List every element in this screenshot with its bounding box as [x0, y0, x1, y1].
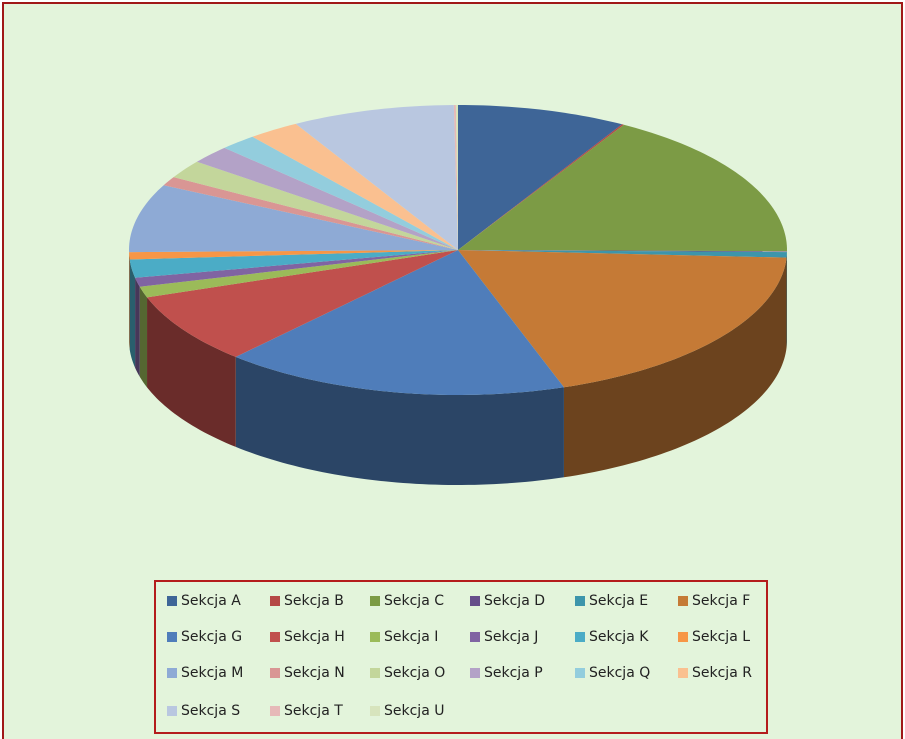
legend-label: Sekcja B [284, 593, 344, 609]
slice [147, 250, 458, 357]
slice-side [147, 297, 236, 447]
slice [129, 185, 458, 253]
legend-label: Sekcja K [589, 629, 649, 645]
legend-label: Sekcja A [181, 593, 241, 609]
legend-swatch [167, 596, 177, 606]
slice [135, 250, 458, 287]
slice-side [139, 286, 148, 388]
legend-label: Sekcja D [484, 593, 545, 609]
slice [458, 250, 787, 253]
legend: Sekcja A Sekcja B Sekcja C Sekcja D Sekcja E… [167, 593, 752, 719]
slice [458, 124, 624, 250]
legend-swatch [167, 668, 177, 678]
slice [196, 147, 458, 250]
legend-label: Sekcja C [384, 593, 444, 609]
legend-swatch [370, 706, 380, 716]
slice [458, 250, 787, 258]
legend-swatch [270, 632, 280, 642]
legend-label: Sekcja R [692, 665, 752, 681]
legend-label: Sekcja G [181, 629, 242, 645]
legend-box [154, 580, 768, 734]
slice [163, 177, 459, 250]
legend-swatch [470, 596, 480, 606]
legend-swatch [678, 668, 688, 678]
legend-label: Sekcja F [692, 593, 750, 609]
legend-label: Sekcja I [384, 629, 438, 645]
slice-side [129, 259, 136, 368]
slice [252, 123, 458, 250]
legend-label: Sekcja N [284, 665, 345, 681]
pie [129, 105, 787, 485]
legend-swatch [167, 706, 177, 716]
slice [224, 136, 458, 250]
legend-swatch [270, 596, 280, 606]
slice [129, 250, 458, 278]
slice-side [563, 257, 787, 478]
slice [453, 105, 458, 251]
slice [139, 250, 458, 298]
legend-swatch [370, 596, 380, 606]
slice [295, 105, 458, 250]
legend-swatch [575, 632, 585, 642]
legend-label: Sekcja P [484, 665, 543, 681]
slice-side [135, 277, 140, 377]
legend-label: Sekcja O [384, 665, 445, 681]
slice [129, 250, 458, 260]
legend-label: Sekcja E [589, 593, 648, 609]
legend-swatch [575, 596, 585, 606]
legend-label: Sekcja Q [589, 665, 650, 681]
legend-swatch [678, 632, 688, 642]
slice-side [235, 356, 564, 485]
legend-swatch [470, 632, 480, 642]
slice [173, 161, 459, 250]
legend-swatch [470, 668, 480, 678]
slice [455, 105, 458, 250]
legend-swatch [575, 668, 585, 678]
slice [458, 124, 787, 252]
slice-side [129, 252, 130, 350]
legend-label: Sekcja S [181, 703, 240, 719]
legend-label: Sekcja U [384, 703, 444, 719]
legend-label: Sekcja M [181, 665, 243, 681]
legend-label: Sekcja T [284, 703, 343, 719]
slice [458, 250, 787, 388]
legend-swatch [270, 706, 280, 716]
legend-label: Sekcja J [484, 629, 538, 645]
legend-swatch [678, 596, 688, 606]
slice [235, 250, 564, 395]
legend-swatch [370, 668, 380, 678]
legend-label: Sekcja H [284, 629, 345, 645]
legend-label: Sekcja L [692, 629, 750, 645]
legend-swatch [167, 632, 177, 642]
legend-swatch [270, 668, 280, 678]
slice [458, 105, 623, 250]
legend-swatch [370, 632, 380, 642]
